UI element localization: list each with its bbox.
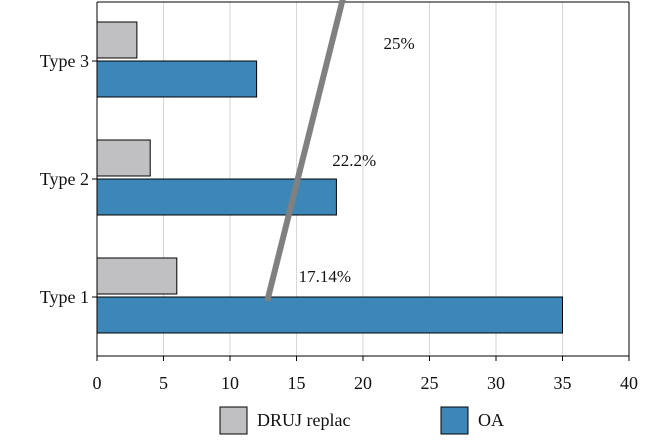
axes: 0 5 10 15 20 25 30 35 40 Type 1 Type 2 Type 3 — [40, 1, 638, 393]
y-category-label: Type 2 — [40, 169, 89, 189]
trend-line — [264, 0, 346, 302]
trend-line-segment — [264, 0, 346, 302]
labels: 17.14% 22.2% 25% — [299, 34, 415, 286]
y-category-label: Type 1 — [40, 287, 89, 307]
legend-swatch — [219, 406, 248, 435]
x-tick-label: 30 — [487, 373, 505, 393]
bars — [96, 21, 563, 334]
x-tick-label: 40 — [620, 373, 638, 393]
x-tick-label: 10 — [221, 373, 239, 393]
x-tick-label: 5 — [159, 373, 168, 393]
bar — [96, 296, 563, 334]
data-label: 22.2% — [332, 151, 376, 170]
x-tick-label: 25 — [421, 373, 439, 393]
y-category-label: Type 3 — [40, 51, 89, 71]
bar — [96, 60, 258, 98]
data-label: 25% — [384, 34, 415, 53]
data-label: 17.14% — [299, 267, 351, 286]
bar — [96, 257, 178, 295]
legend: DRUJ replac OA — [219, 406, 504, 435]
bar — [96, 21, 138, 59]
x-tick-label: 20 — [354, 373, 372, 393]
bar — [96, 178, 337, 216]
legend-label: DRUJ replac — [257, 410, 350, 430]
bar — [96, 139, 151, 177]
legend-swatch — [440, 406, 469, 435]
legend-label: OA — [478, 410, 504, 430]
x-tick-label: 0 — [93, 373, 102, 393]
x-tick-label: 15 — [288, 373, 306, 393]
x-tick-label: 35 — [554, 373, 572, 393]
